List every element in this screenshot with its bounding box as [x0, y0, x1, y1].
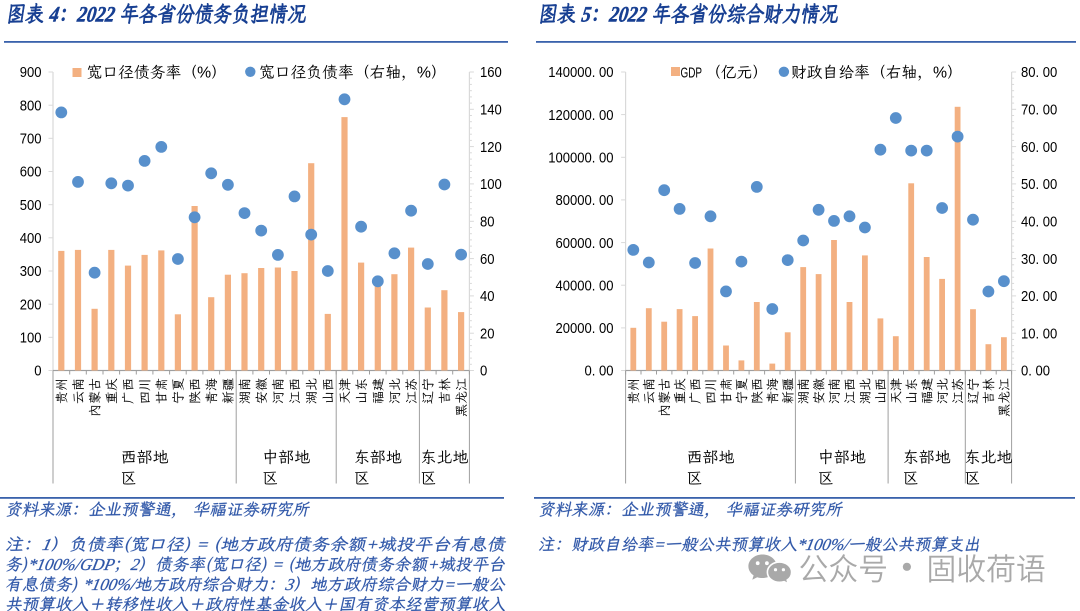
svg-text:0. 00: 0. 00 [585, 364, 614, 380]
svg-text:0: 0 [480, 364, 487, 380]
svg-text:40. 00: 40. 00 [1021, 215, 1057, 231]
svg-text:20. 00: 20. 00 [1021, 289, 1057, 305]
svg-text:40000. 00: 40000. 00 [556, 278, 614, 294]
svg-text:60. 00: 60. 00 [1021, 140, 1057, 156]
svg-text:160: 160 [480, 65, 502, 81]
svg-text:GDP: GDP [681, 65, 703, 82]
svg-text:100000. 00: 100000. 00 [548, 151, 613, 167]
svg-text:50. 00: 50. 00 [1021, 177, 1057, 193]
svg-text:140000. 00: 140000. 00 [548, 65, 613, 81]
svg-text:300: 300 [20, 264, 42, 280]
svg-text:900: 900 [20, 65, 42, 81]
svg-text:600: 600 [20, 165, 42, 181]
svg-text:120: 120 [480, 140, 502, 156]
svg-text:60000. 00: 60000. 00 [556, 236, 614, 252]
svg-text:0. 00: 0. 00 [1021, 364, 1050, 380]
svg-text:80. 00: 80. 00 [1021, 65, 1057, 81]
svg-text:80000. 00: 80000. 00 [556, 193, 614, 209]
svg-text:40: 40 [480, 289, 495, 305]
svg-text:10. 00: 10. 00 [1021, 326, 1057, 342]
svg-text:120000. 00: 120000. 00 [548, 108, 613, 124]
svg-text:100: 100 [480, 177, 502, 193]
svg-text:800: 800 [20, 98, 42, 114]
svg-text:140: 140 [480, 103, 502, 119]
svg-text:70. 00: 70. 00 [1021, 103, 1057, 119]
svg-text:0: 0 [34, 364, 41, 380]
svg-text:100: 100 [20, 331, 42, 347]
svg-text:20: 20 [480, 326, 495, 342]
svg-text:30. 00: 30. 00 [1021, 252, 1057, 268]
svg-text:400: 400 [20, 231, 42, 247]
svg-text:20000. 00: 20000. 00 [556, 321, 614, 337]
svg-text:200: 200 [20, 297, 42, 313]
svg-text:700: 700 [20, 132, 42, 148]
svg-text:500: 500 [20, 198, 42, 214]
svg-text:80: 80 [480, 215, 495, 231]
svg-text:60: 60 [480, 252, 495, 268]
